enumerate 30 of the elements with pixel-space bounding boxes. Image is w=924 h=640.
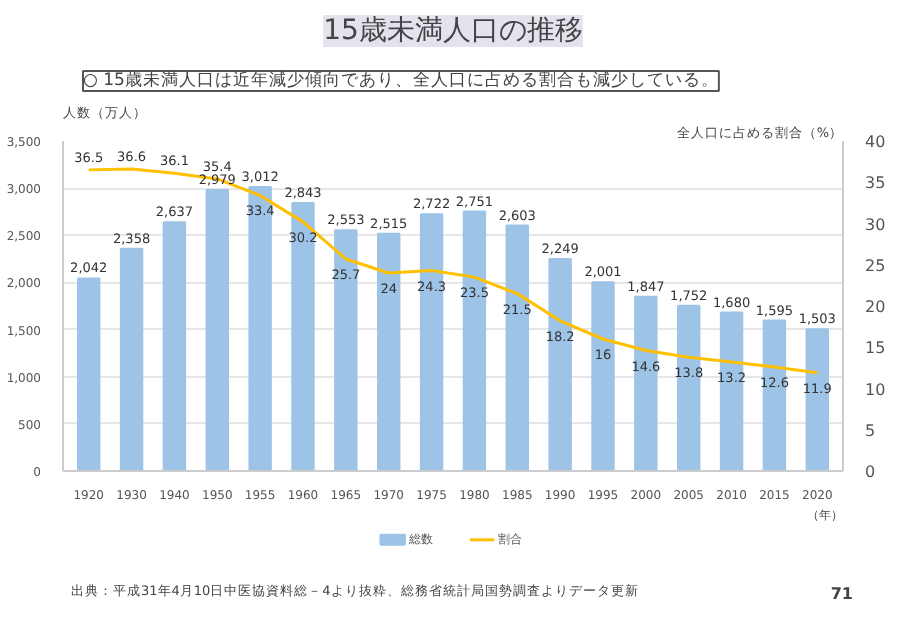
- bar: [677, 304, 701, 471]
- bar: [591, 281, 615, 471]
- y2-tick-label: 30: [865, 215, 886, 234]
- bar: [334, 229, 358, 471]
- y2-tick-label: 10: [865, 380, 886, 399]
- bar: [291, 201, 315, 471]
- text: 71: [830, 584, 854, 603]
- bar: [248, 186, 272, 471]
- chart-title: 15歳未満人口の推移: [323, 15, 583, 47]
- bar: [634, 295, 658, 471]
- bar: [419, 213, 444, 471]
- bar: [762, 319, 787, 471]
- y2-tick-label: 40: [865, 133, 886, 151]
- y2-tick-label: 0: [865, 463, 876, 481]
- bar: [805, 328, 829, 471]
- bar: [162, 221, 187, 471]
- bar: [377, 232, 401, 471]
- bar: [548, 257, 572, 471]
- bar: [462, 210, 487, 471]
- bar: [119, 247, 144, 471]
- y2-tick-label: 20: [865, 298, 886, 316]
- chart-subtitle: ○ 15歳未満人口は近年減少傾向であり、全人口に占める割合も減少している。: [83, 69, 719, 91]
- y2-tick-label: 25: [865, 256, 886, 275]
- y2-tick-label: 5: [865, 421, 876, 440]
- bar: [77, 277, 101, 471]
- bar: [719, 311, 744, 471]
- bar: [205, 189, 229, 471]
- y2-tick-label: 35: [865, 174, 886, 193]
- bar: [505, 224, 529, 471]
- y2-tick-label: 15: [865, 339, 886, 358]
